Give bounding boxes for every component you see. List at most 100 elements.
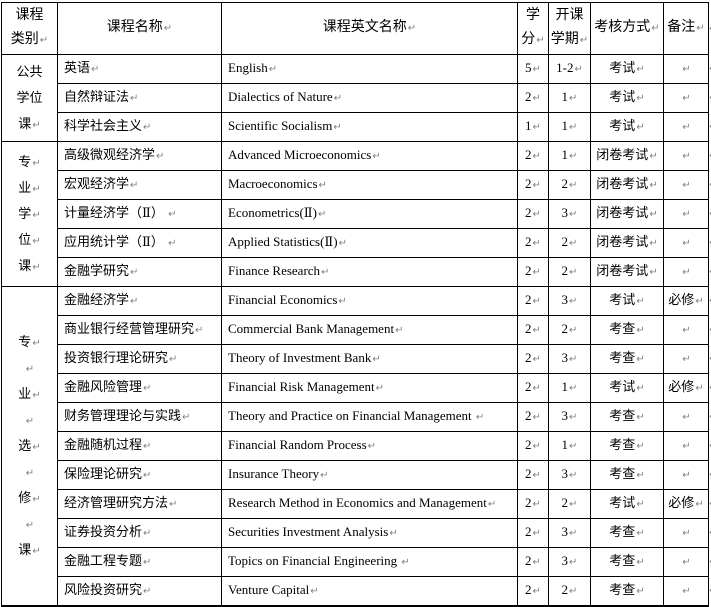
category-line: 位↵ xyxy=(2,227,57,253)
category-line: 课↵ xyxy=(2,253,57,279)
course-name-cell: 经济管理研究方法↵ xyxy=(57,489,222,519)
paragraph-mark-icon: ↵ xyxy=(682,586,691,597)
course-name-cell: 财务管理理论与实践↵ xyxy=(57,402,222,432)
cell-text: English xyxy=(228,60,268,75)
category-line: 专↵ xyxy=(2,329,57,355)
cell-text: 金融工程专题 xyxy=(64,553,143,568)
cell-text: 考查 xyxy=(609,350,636,365)
paragraph-mark-icon: ↵ xyxy=(569,470,578,481)
credits-cell: 1↵ xyxy=(517,112,549,142)
header-cell-name: 课程名称↵ xyxy=(57,2,222,55)
paragraph-mark-icon: ↵ xyxy=(532,499,541,510)
paragraph-mark-icon: ↵ xyxy=(25,520,35,531)
remark-cell: ↵↵ xyxy=(663,315,711,345)
paragraph-mark-icon: ↵ xyxy=(682,354,691,365)
assessment-cell: 闭卷考试↵ xyxy=(590,199,664,229)
cell-text: 金融风险管理 xyxy=(64,379,143,394)
paragraph-mark-icon: ↵ xyxy=(168,209,177,220)
paragraph-mark-icon: ↵ xyxy=(169,499,178,510)
cell-text: 必修 xyxy=(668,495,695,510)
paragraph-mark-icon: ↵ xyxy=(532,441,541,452)
cell-text: Financial Economics xyxy=(228,292,338,307)
header-cell-category: 课程 类别↵ xyxy=(1,2,58,55)
course-name-cell: 风险投资研究↵ xyxy=(57,576,222,607)
table-body: 公共学位课↵英语↵English↵5↵1-2↵考试↵↵↵自然辩证法↵Dialec… xyxy=(1,54,711,607)
semester-cell: 1↵ xyxy=(548,141,591,171)
paragraph-mark-icon: ↵ xyxy=(320,470,329,481)
cell-text: 考查 xyxy=(609,524,636,539)
category-line: 业↵ xyxy=(2,175,57,201)
paragraph-mark-icon: ↵ xyxy=(168,238,177,249)
course-english-cell: Financial Risk Management↵ xyxy=(221,373,518,403)
cell-text: Topics on Financial Engineering xyxy=(228,553,401,568)
cell-text: 课程名称 xyxy=(106,20,163,35)
assessment-cell: 考试↵ xyxy=(590,489,664,519)
paragraph-mark-icon: ↵ xyxy=(372,151,381,162)
paragraph-mark-icon: ↵ xyxy=(649,209,658,220)
cell-text: 学期 xyxy=(550,32,579,47)
course-english-cell: Financial Random Process↵ xyxy=(221,431,518,461)
cell-text: 1 xyxy=(525,118,532,133)
paragraph-mark-icon: ↵ xyxy=(338,296,347,307)
paragraph-mark-icon: ↵ xyxy=(32,158,41,169)
table-row: 证券投资分析↵ Securities Investment Analysis↵ 2↵… xyxy=(2,518,711,548)
cell-text: 2 xyxy=(525,582,532,597)
paragraph-mark-icon: ↵ xyxy=(651,23,660,34)
cell-text: 2 xyxy=(561,176,569,191)
course-name-cell: 科学社会主义↵ xyxy=(57,112,222,142)
credits-cell: 2↵ xyxy=(517,315,549,345)
remark-cell: ↵↵ xyxy=(663,402,711,432)
paragraph-mark-icon: ↵ xyxy=(569,586,578,597)
paragraph-mark-icon: ↵ xyxy=(32,236,41,247)
credits-cell: 2↵ xyxy=(517,286,549,316)
paragraph-mark-icon: ↵ xyxy=(532,383,541,394)
category-line: 公共 xyxy=(2,59,57,85)
row-end-mark-icon: ↵ xyxy=(709,122,711,132)
category-line: 专↵ xyxy=(2,149,57,175)
cell-text: 3 xyxy=(561,466,569,481)
assessment-cell: 闭卷考试↵ xyxy=(590,141,664,171)
remark-cell: ↵↵ xyxy=(663,518,711,548)
credits-cell: 2↵ xyxy=(517,460,549,490)
credits-cell: 2↵ xyxy=(517,344,549,374)
cell-text: 考试 xyxy=(609,495,636,510)
header-cell-semester: 开课 学期↵ xyxy=(548,2,591,55)
course-name-cell: 金融风险管理↵ xyxy=(57,373,222,403)
remark-cell: 必修↵↵ xyxy=(663,373,711,403)
course-english-cell: Scientific Socialism↵ xyxy=(221,112,518,142)
paragraph-mark-icon: ↵ xyxy=(636,296,645,307)
course-name-cell: 商业银行经营管理研究↵ xyxy=(57,315,222,345)
cell-text: 投资银行理论研究 xyxy=(64,350,169,365)
cell-text: 备注 xyxy=(667,20,696,35)
credits-cell: 2↵ xyxy=(517,373,549,403)
paragraph-mark-icon: ↵ xyxy=(321,267,330,278)
course-english-cell: Dialectics of Nature↵ xyxy=(221,83,518,113)
cell-text: 学位 xyxy=(16,90,43,105)
paragraph-mark-icon: ↵ xyxy=(32,494,41,505)
semester-cell: 3↵ xyxy=(548,547,591,577)
paragraph-mark-icon: ↵ xyxy=(569,151,578,162)
course-english-cell: Finance Research↵ xyxy=(221,257,518,287)
assessment-cell: 考查↵ xyxy=(590,547,664,577)
course-english-cell: Theory of Investment Bank↵ xyxy=(221,344,518,374)
cell-text: 课 xyxy=(18,542,32,557)
semester-cell: 1↵ xyxy=(548,83,591,113)
row-end-mark-icon: ↵ xyxy=(709,209,711,219)
paragraph-mark-icon: ↵ xyxy=(143,383,152,394)
cell-text: 闭卷考试 xyxy=(596,176,649,191)
paragraph-mark-icon: ↵ xyxy=(636,441,645,452)
credits-cell: 2↵ xyxy=(517,431,549,461)
paragraph-mark-icon: ↵ xyxy=(532,557,541,568)
paragraph-mark-icon: ↵ xyxy=(407,23,417,34)
category-line: 学↵ xyxy=(2,201,57,227)
category-cell: 专↵ ↵ 业↵ ↵ 选↵ ↵ 修↵ ↵ 课↵ xyxy=(1,286,58,607)
paragraph-mark-icon: ↵ xyxy=(143,586,152,597)
course-english-cell: Financial Economics↵ xyxy=(221,286,518,316)
semester-cell: 1↵ xyxy=(548,431,591,461)
assessment-cell: 考查↵ xyxy=(590,315,664,345)
paragraph-mark-icon: ↵ xyxy=(143,557,152,568)
cell-text: 经济管理研究方法 xyxy=(64,495,169,510)
table-row: 自然辩证法↵Dialectics of Nature↵2↵1↵考试↵↵↵ xyxy=(2,83,711,113)
credits-cell: 2↵ xyxy=(517,518,549,548)
